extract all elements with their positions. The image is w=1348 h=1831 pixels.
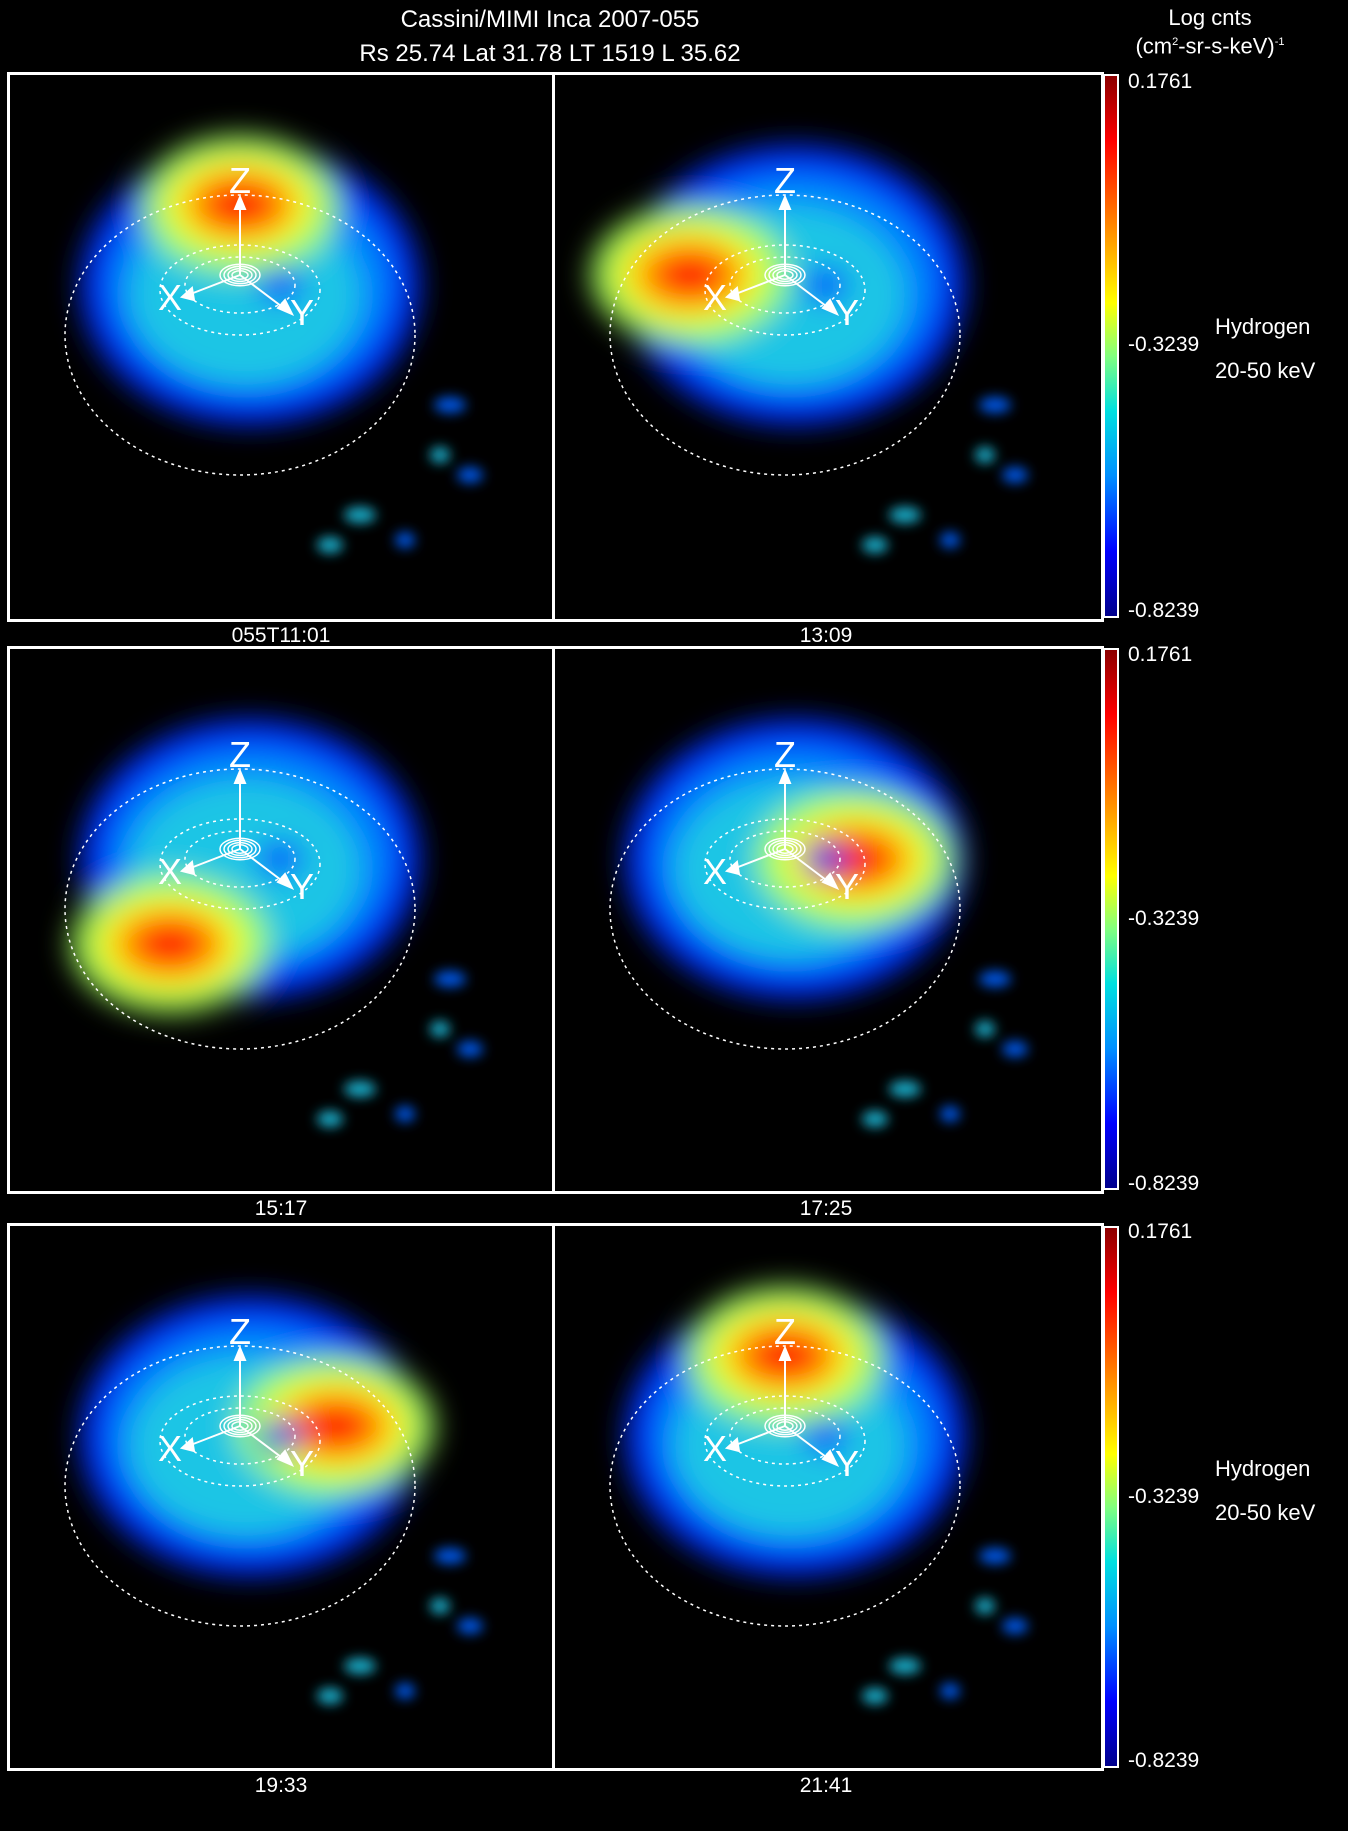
colorbar-2 (1103, 648, 1119, 1190)
y-axis-label: Y (290, 292, 314, 333)
species-name-2: Hydrogen (1215, 1456, 1311, 1481)
colorbar-1-min: -0.8239 (1128, 599, 1200, 622)
colorbar-2-min: -0.8239 (1128, 1172, 1200, 1195)
ena-image-4: Z X Y (609, 719, 1028, 1127)
z-axis-label: Z (774, 734, 796, 775)
ena-image-6: Z X Y (609, 1286, 1028, 1704)
z-axis-label: Z (229, 160, 251, 201)
colorbar-2-mid: -0.3239 (1128, 907, 1200, 930)
panel-time-5: 19:33 (254, 1774, 308, 1797)
colorbar-3-mid: -0.3239 (1128, 1485, 1200, 1508)
x-axis-label: X (703, 851, 727, 892)
image-panel-5: Z X Y (7, 1223, 555, 1771)
colorbar-3 (1103, 1226, 1119, 1768)
colorbar-2-max: 0.1761 (1128, 643, 1193, 666)
z-axis-label: Z (229, 1311, 251, 1352)
colorbar-1-max: 0.1761 (1128, 70, 1193, 93)
y-axis-label: Y (835, 1443, 859, 1484)
colorbar-1-mid: -0.3239 (1128, 333, 1200, 356)
units-label: Log cnts (1168, 5, 1252, 30)
plot-title: Cassini/MIMI Inca 2007-055 (400, 6, 700, 33)
panel-time-4: 17:25 (799, 1197, 853, 1220)
x-axis-label: X (703, 277, 727, 318)
image-panel-4: Z X Y (552, 646, 1104, 1194)
z-axis-label: Z (229, 734, 251, 775)
panel-time-1: 055T11:01 (231, 624, 331, 647)
ena-image-2: Z X Y (590, 145, 1028, 553)
y-axis-label: Y (835, 866, 859, 907)
z-axis-label: Z (774, 160, 796, 201)
ena-image-3: Z X Y (64, 719, 483, 1127)
colorbar-1 (1103, 74, 1119, 618)
species-name-1: Hydrogen (1215, 314, 1311, 339)
x-axis-label: X (158, 1428, 182, 1469)
z-axis-label: Z (774, 1311, 796, 1352)
units-sup2: -1 (1274, 36, 1285, 48)
species-energy-2: 20-50 keV (1215, 1500, 1316, 1525)
x-axis-label: X (158, 851, 182, 892)
units-base: (cm (1135, 33, 1173, 59)
x-axis-label: X (158, 277, 182, 318)
units-formula: (cm2-sr-s-keV)-1 (1080, 30, 1340, 58)
image-panel-2: Z X Y (552, 72, 1104, 622)
units-mid: -sr-s-keV) (1178, 33, 1275, 59)
image-panel-1: Z X Y (7, 72, 555, 622)
species-energy-1: 20-50 keV (1215, 358, 1316, 383)
colorbar-3-min: -0.8239 (1128, 1749, 1200, 1772)
y-axis-label: Y (835, 292, 859, 333)
plot-subtitle: Rs 25.74 Lat 31.78 LT 1519 L 35.62 (359, 40, 741, 67)
colorbar-3-max: 0.1761 (1128, 1220, 1193, 1243)
units-sup1: 2 (1172, 36, 1179, 48)
image-panel-6: Z X Y (552, 1223, 1104, 1771)
panel-time-6: 21:41 (799, 1774, 853, 1797)
panel-time-3: 15:17 (254, 1197, 308, 1220)
ena-image-5: Z X Y (64, 1296, 483, 1704)
enа-image-1: Z X Y (64, 135, 483, 553)
y-axis-label: Y (290, 866, 314, 907)
image-panel-3: Z X Y (7, 646, 555, 1194)
panel-time-2: 13:09 (799, 624, 853, 647)
y-axis-label: Y (290, 1443, 314, 1484)
x-axis-label: X (703, 1428, 727, 1469)
